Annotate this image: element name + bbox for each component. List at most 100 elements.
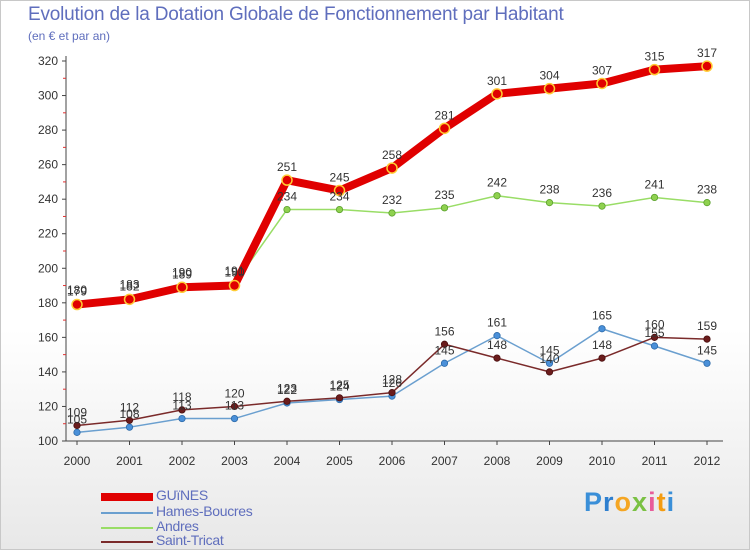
data-label: 191	[224, 264, 244, 278]
data-label: 234	[277, 190, 297, 204]
logo-letter: x	[632, 487, 649, 517]
y-tick-label: 320	[38, 54, 58, 68]
data-point	[123, 293, 136, 306]
data-label: 108	[119, 407, 139, 421]
data-label: 304	[539, 69, 559, 83]
data-point	[543, 82, 556, 95]
data-point	[491, 88, 503, 100]
data-point	[440, 204, 449, 212]
data-point	[386, 162, 398, 174]
data-label: 120	[224, 386, 244, 400]
data-point	[598, 202, 606, 210]
y-tick-label: 220	[38, 227, 58, 241]
data-point	[333, 184, 346, 197]
legend-swatch	[101, 541, 153, 543]
data-point	[73, 421, 81, 430]
data-label: 125	[329, 378, 349, 392]
chart-subtitle: (en € et par an)	[28, 29, 111, 43]
data-label: 245	[329, 171, 349, 185]
data-point	[230, 414, 239, 423]
data-label: 124	[329, 380, 349, 394]
data-label: 105	[67, 412, 87, 426]
y-tick-label: 280	[38, 123, 58, 137]
data-point	[650, 193, 659, 202]
x-tick-label: 2011	[642, 454, 668, 468]
data-label: 189	[172, 267, 192, 281]
data-label: 179	[67, 285, 87, 299]
legend-label: GUïNES	[156, 487, 208, 503]
data-point	[493, 354, 501, 362]
data-point	[335, 394, 344, 402]
x-tick-label: 2003	[221, 454, 248, 468]
data-point	[650, 333, 659, 341]
logo-letter: i	[648, 487, 657, 517]
chart-title: Evolution de la Dotation Globale de Fonc…	[28, 4, 564, 25]
data-label: 118	[172, 390, 191, 404]
legend-swatch	[101, 527, 153, 529]
logo-letter: t	[656, 487, 667, 517]
proxiti-logo: Proxiti	[584, 487, 675, 518]
data-label: 145	[539, 343, 559, 357]
data-label: 165	[592, 309, 612, 323]
data-point	[230, 402, 239, 411]
data-label: 182	[119, 279, 139, 293]
legend-label: Andres	[156, 518, 199, 534]
y-tick-label: 120	[38, 399, 58, 413]
x-tick-label: 2005	[326, 454, 353, 468]
data-label: 148	[487, 338, 507, 352]
logo-letter: i	[666, 487, 676, 517]
data-point	[703, 335, 711, 343]
data-label: 234	[329, 190, 349, 204]
data-point	[598, 325, 606, 333]
data-point	[178, 414, 186, 423]
legend-swatch	[101, 512, 153, 514]
logo-letter: r	[603, 487, 615, 517]
y-tick-label: 160	[38, 330, 58, 344]
data-label: 113	[225, 399, 244, 413]
y-tick-label: 240	[38, 192, 58, 206]
data-label: 258	[382, 148, 402, 162]
data-point	[438, 122, 451, 135]
data-label: 238	[697, 183, 717, 197]
data-label: 281	[434, 108, 454, 122]
data-point	[493, 192, 501, 200]
data-point	[440, 340, 449, 348]
x-tick-label: 2006	[379, 454, 406, 468]
data-label: 145	[434, 343, 454, 357]
x-tick-label: 2009	[536, 454, 563, 468]
data-point	[283, 205, 291, 214]
data-label: 190	[172, 266, 192, 280]
data-label: 251	[277, 160, 297, 174]
data-label: 180	[67, 283, 87, 297]
y-tick-label: 260	[38, 158, 58, 172]
data-point	[545, 368, 554, 376]
data-label: 317	[697, 46, 717, 60]
data-label: 190	[224, 266, 244, 280]
y-tick-label: 200	[38, 261, 58, 275]
data-label: 109	[67, 405, 87, 419]
data-label: 123	[277, 381, 297, 395]
x-tick-label: 2012	[694, 454, 721, 468]
data-point	[493, 332, 501, 340]
data-point	[701, 60, 713, 72]
data-point	[596, 77, 608, 90]
data-point	[388, 389, 396, 397]
data-label: 242	[487, 176, 507, 190]
x-tick-label: 2007	[431, 454, 458, 468]
data-label: 160	[644, 317, 664, 331]
y-tick-label: 180	[38, 296, 58, 310]
data-label: 238	[539, 183, 559, 197]
data-label: 307	[592, 63, 612, 77]
x-tick-label: 2004	[274, 454, 301, 468]
data-label: 301	[487, 74, 507, 88]
data-label: 241	[644, 177, 664, 191]
data-point	[73, 428, 81, 436]
data-point	[650, 342, 659, 350]
logo-letter: P	[584, 487, 604, 517]
x-tick-label: 2001	[116, 454, 143, 468]
data-label: 112	[120, 400, 139, 414]
x-tick-label: 2010	[589, 454, 616, 468]
data-point	[178, 406, 186, 414]
data-label: 128	[382, 373, 402, 387]
